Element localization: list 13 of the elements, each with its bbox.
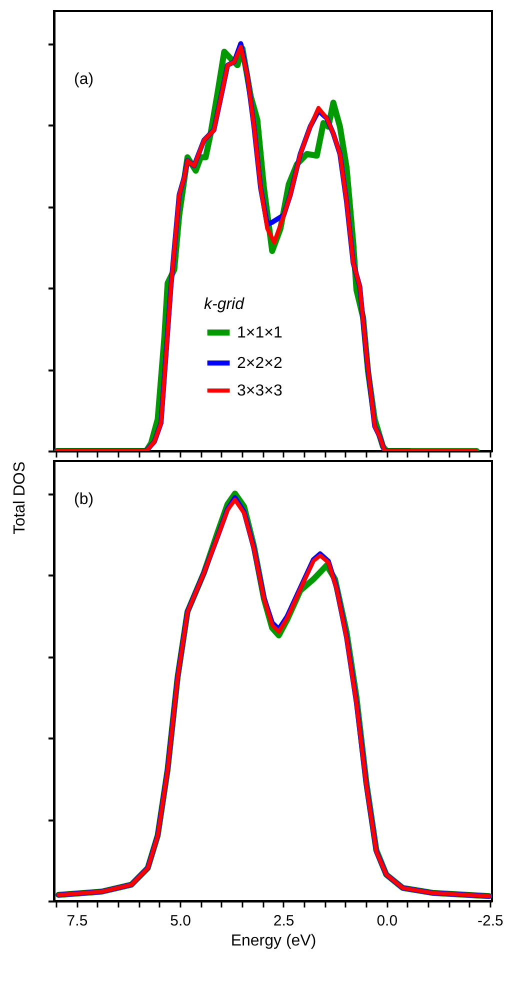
- legend-title: k-grid: [204, 296, 246, 313]
- x-tick-label: -2.5: [478, 912, 504, 930]
- x-tick-label: 5.0: [170, 912, 191, 930]
- x-tick-label: 7.5: [66, 912, 88, 930]
- annotation: (b): [74, 491, 94, 508]
- legend-label: 1×1×1: [237, 324, 282, 342]
- x-tick-label: 2.5: [273, 912, 294, 930]
- legend-label: 2×2×2: [237, 355, 282, 372]
- legend-label: 3×3×3: [237, 382, 282, 400]
- x-axis-title: Energy (eV): [230, 932, 316, 950]
- y-axis-title: Total DOS: [12, 462, 28, 534]
- x-tick-label: 0.0: [376, 912, 398, 930]
- annotation: (a): [74, 71, 94, 88]
